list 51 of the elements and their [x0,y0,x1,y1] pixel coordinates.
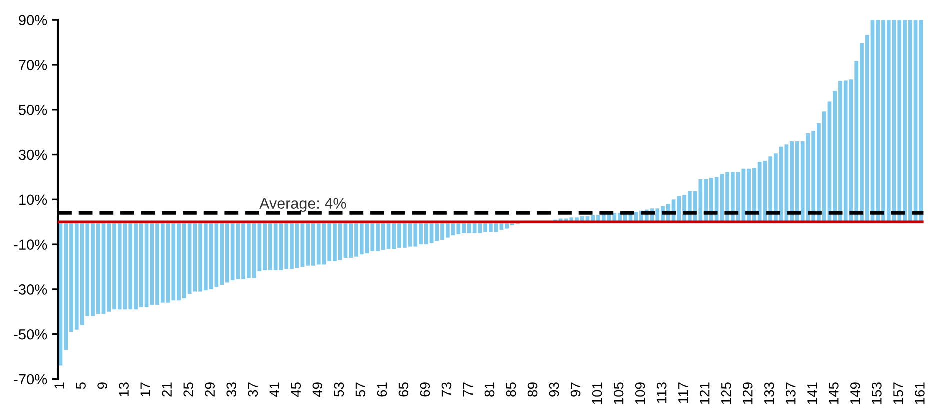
x-tick-label: 81 [484,382,495,397]
x-tick-label: 109 [635,382,646,404]
x-tick-label: 13 [119,382,129,396]
x-tick-label: 29 [205,382,216,397]
x-tick-label: 153 [872,382,882,404]
x-tick-label: 121 [700,382,710,404]
x-tick-label: 73 [442,382,452,397]
x-tick-label: 5 [76,382,86,390]
x-tick-label: 97 [570,382,581,397]
y-tick-label: 90% [19,15,48,26]
x-tick-label: 17 [140,382,150,396]
x-tick-label: 33 [226,382,237,397]
y-tick-label: 70% [19,60,48,70]
x-tick-label: 105 [614,382,624,404]
x-tick-label: 61 [377,382,388,397]
x-tick-label: 161 [915,382,925,404]
x-tick-label: 133 [764,382,774,404]
x-tick-label: 25 [184,382,194,397]
x-tick-label: 141 [808,382,818,404]
x-tick-label: 117 [678,382,688,404]
y-tick-label: 30% [18,150,48,160]
x-tick-label: 21 [162,382,172,397]
x-tick-label: 129 [742,382,753,404]
x-tick-label: 69 [420,382,430,397]
x-tick-label: 137 [786,382,796,404]
x-tick-label: 77 [463,382,474,397]
y-tick-label: 10% [20,194,48,206]
x-tick-label: 157 [894,382,904,404]
y-tick-label: -30% [14,284,48,295]
x-tick-label: 65 [398,382,409,397]
x-tick-label: 57 [356,382,366,397]
x-tick-label: 149 [850,382,860,404]
x-tick-label: 145 [829,382,839,404]
x-tick-label: 101 [592,382,602,404]
x-tick-label: 41 [270,382,280,398]
y-tick-label: -70% [14,374,48,385]
y-tick-label: 50% [19,104,48,116]
y-tick-label: -10% [14,240,48,250]
x-tick-label: 9 [98,382,108,390]
x-tick-label: 85 [506,382,516,397]
ref-line-label: Average: 4% [260,198,346,212]
x-tick-label: 45 [291,382,302,398]
x-tick-label: 93 [549,382,560,397]
x-tick-label: 125 [721,382,732,404]
x-tick-label: 49 [312,382,323,398]
x-tick-label: 89 [528,382,538,397]
x-tick-label: 53 [334,382,344,397]
x-tick-label: 37 [248,382,258,397]
y-tick-label: -50% [14,329,48,340]
x-tick-label: 113 [656,382,667,404]
x-tick-label: 1 [54,382,64,389]
